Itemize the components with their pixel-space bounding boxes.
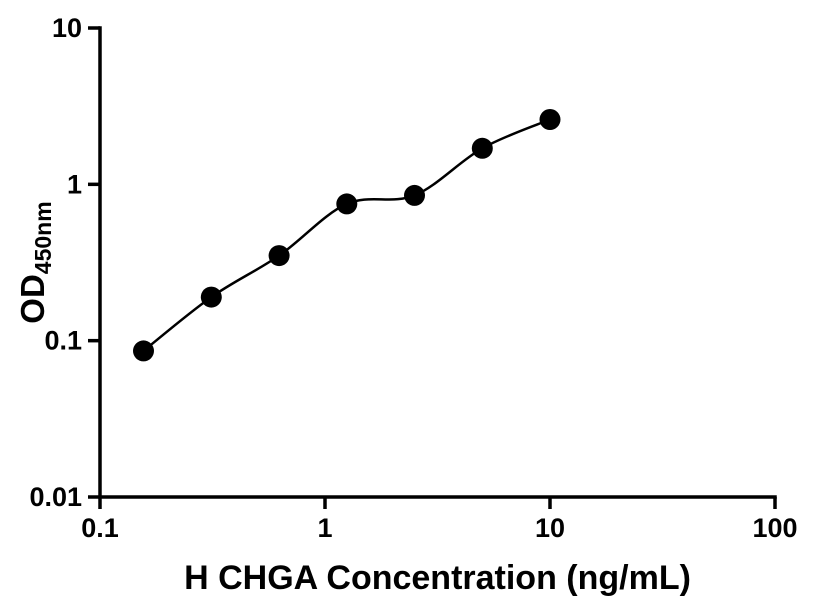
data-point [404,184,425,206]
axes-spines [98,26,777,499]
y-axis-tick-label: 0.1 [44,326,82,356]
x-axis-tick-label: 100 [752,513,797,543]
data-point [336,193,358,215]
data-point [539,109,561,130]
x-axis-tick-label: 10 [535,513,565,543]
x-axis-tick-label: 1 [317,513,332,543]
y-axis-label: OD450nm [14,201,56,323]
y-axis-tick-label: 10 [52,13,82,43]
y-axis-label-subscript: 450nm [30,201,56,274]
x-axis-label: H CHGA Concentration (ng/mL) [184,559,691,597]
data-point [268,245,290,267]
data-point [200,286,222,308]
x-axis-tick-label: 0.1 [81,513,119,543]
y-axis-tick-label: 0.01 [29,482,82,512]
y-axis-label-main: OD [14,274,51,324]
y-axis-tick-label: 1 [67,169,82,199]
data-point [471,137,493,159]
data-point [133,340,154,362]
